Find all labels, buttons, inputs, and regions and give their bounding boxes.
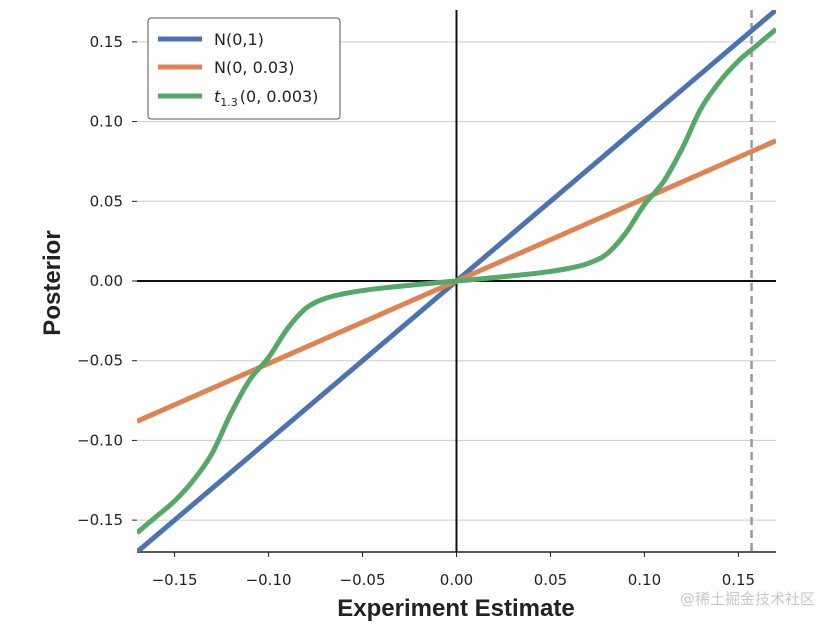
tick-labels: 0.15 0.10 0.05 0.00 −0.05 −0.10 −0.15 −0.15 −0.1… [77, 33, 755, 589]
legend-label-student-t-params: (0, 0.003) [240, 87, 319, 106]
y-tick-label: 0.10 [90, 113, 123, 131]
x-tick-label: 0.00 [440, 571, 473, 589]
y-tick-label: 0.00 [90, 272, 123, 290]
legend-label-normal-003: N(0, 0.03) [214, 58, 294, 77]
x-axis-title: Experiment Estimate [337, 595, 574, 622]
y-tick-label: −0.05 [77, 352, 123, 370]
watermark: @稀土掘金技术社区 [680, 590, 815, 608]
y-tick-label: −0.15 [77, 511, 123, 529]
legend-label-student-t-subscript: 1.3 [220, 96, 238, 109]
y-tick-label: 0.05 [90, 192, 123, 210]
legend-label-normal-1: N(0,1) [214, 30, 264, 49]
y-tick-label: −0.10 [77, 431, 123, 449]
legend: N(0,1) N(0, 0.03) t1.3 (0, 0.003) [147, 17, 341, 120]
y-tick-label: 0.15 [90, 33, 123, 51]
x-tick-label: −0.15 [152, 571, 198, 589]
y-axis-title: Posterior [39, 230, 66, 335]
legend-label-student-t-name: t [214, 87, 221, 106]
x-tick-label: 0.05 [534, 571, 567, 589]
x-tick-label: −0.10 [246, 571, 292, 589]
series-line-student-t [137, 27, 776, 535]
x-tick-label: 0.15 [722, 571, 755, 589]
series-lines [137, 10, 776, 552]
x-tick-label: 0.10 [628, 571, 661, 589]
legend-label-student-t: t1.3 (0, 0.003) [214, 87, 318, 109]
x-tick-label: −0.05 [340, 571, 386, 589]
